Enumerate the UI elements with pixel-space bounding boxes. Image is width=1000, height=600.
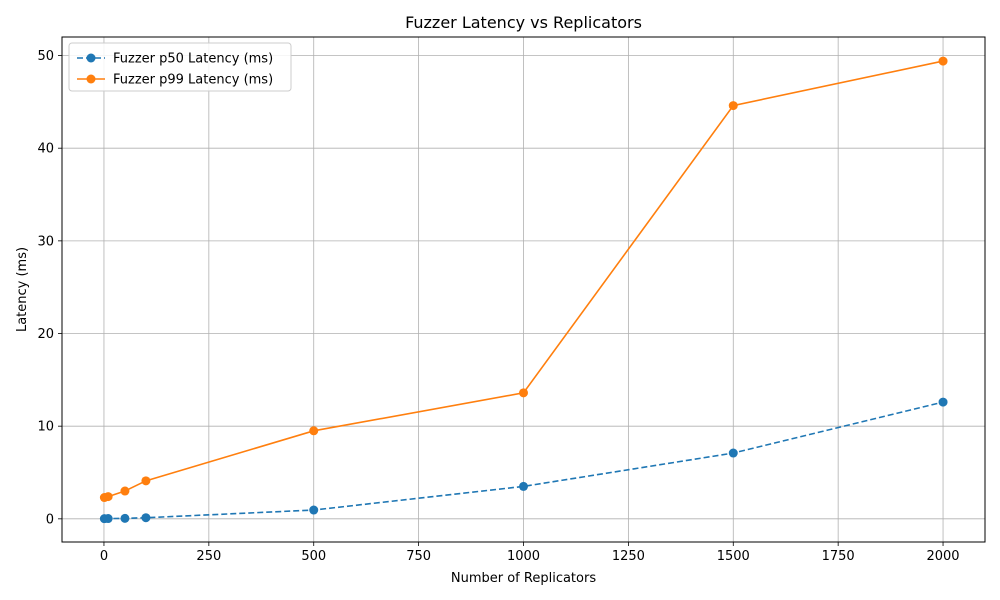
legend-marker-p99 [86,74,96,84]
x-tick-label: 500 [301,549,326,564]
x-axis-label: Number of Replicators [451,571,596,586]
axis-ticks: 0 250 500 750 1000 1250 1500 1750 2000 0 10 20 30 40 5… [37,49,959,564]
data-point-p99 [519,388,528,398]
y-axis-label: Latency (ms) [15,247,30,332]
data-point-p50 [103,514,113,524]
data-point-p99 [120,486,130,496]
data-point-p99 [103,492,113,502]
data-point-p50 [141,513,151,523]
x-tick-label: 1750 [822,549,855,564]
legend-box [68,42,292,92]
x-tick-label: 2000 [926,549,959,564]
y-tick-label: 40 [37,142,54,157]
x-tick-label: 1250 [612,549,645,564]
x-tick-label: 1500 [717,549,750,564]
data-point-p99 [728,101,738,111]
data-point-p50 [120,513,130,523]
x-tick-label: 250 [196,549,221,564]
x-tick-label: 750 [406,549,431,564]
series-line-p50 [104,401,944,520]
data-point-p99 [938,56,948,66]
x-tick-label: 0 [100,549,108,564]
y-tick-label: 20 [37,327,54,342]
legend: Fuzzer p50 Latency (ms) Fuzzer p99 Latenc… [68,42,292,92]
data-point-p50 [519,481,528,491]
y-tick-label: 0 [46,512,54,527]
y-tick-label: 30 [37,234,54,249]
x-tick-label: 1000 [507,549,540,564]
data-point-p99 [141,476,151,486]
legend-label-p99: Fuzzer p99 Latency (ms) [113,73,273,88]
data-point-p99 [309,426,319,436]
y-tick-label: 50 [37,49,54,64]
data-point-p50 [938,397,948,407]
legend-marker-p50 [86,53,96,63]
series-layer [99,56,948,524]
data-point-p50 [728,448,738,458]
chart-title: Fuzzer Latency vs Replicators [405,13,642,32]
y-tick-label: 10 [37,420,54,435]
legend-label-p50: Fuzzer p50 Latency (ms) [113,52,273,67]
grid [62,37,985,542]
data-point-p50 [309,505,319,515]
